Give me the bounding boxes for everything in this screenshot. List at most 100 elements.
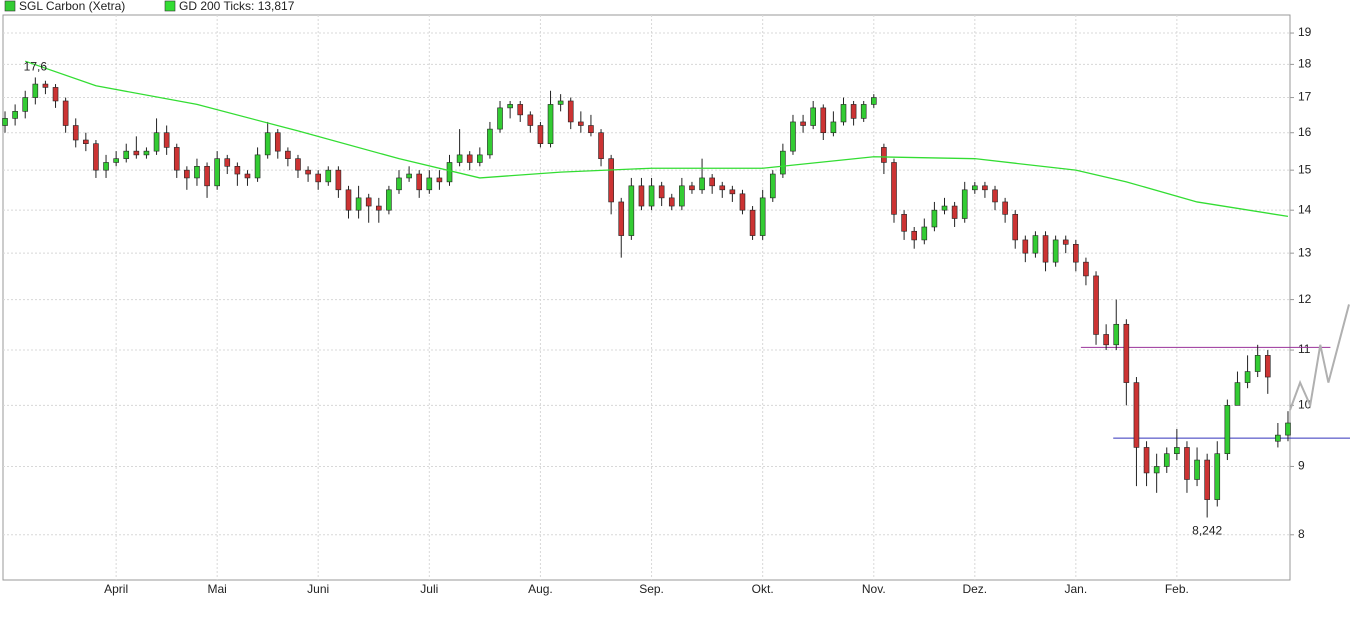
candle-body	[679, 185, 685, 207]
candle-body	[456, 154, 463, 163]
candle-body	[22, 97, 29, 112]
candle-body	[477, 154, 483, 163]
y-tick-label: 19	[1298, 25, 1312, 39]
candle-body	[567, 100, 574, 123]
candle-body	[517, 104, 524, 116]
candle-body	[416, 173, 423, 191]
candle-body	[386, 189, 392, 211]
y-tick-label: 8	[1298, 527, 1305, 541]
candle-body	[153, 132, 160, 152]
candle-body	[184, 169, 190, 179]
candle-body	[1224, 405, 1231, 455]
candle-body	[780, 150, 786, 175]
candle-body	[860, 104, 867, 119]
candle-body	[446, 162, 453, 183]
candle-body	[820, 107, 827, 134]
legend-label: GD 200 Ticks: 13,817	[179, 0, 295, 13]
candle-body	[1062, 239, 1069, 245]
x-tick-label: Feb.	[1165, 582, 1189, 596]
candle-body	[295, 158, 301, 171]
candle-body	[1032, 235, 1039, 254]
candle-body	[497, 107, 503, 130]
candle-body	[62, 100, 69, 126]
candle-body	[163, 132, 170, 148]
candle-body	[52, 87, 59, 102]
candle-body	[921, 226, 928, 241]
candle-body	[588, 125, 594, 134]
x-tick-label: Juli	[420, 582, 438, 596]
candle-body	[1083, 261, 1089, 277]
candle-body	[1042, 235, 1049, 263]
candle-body	[719, 185, 726, 191]
y-tick-label: 9	[1298, 459, 1305, 473]
candle-body	[911, 230, 918, 241]
candle-body	[396, 177, 402, 191]
candle-body	[93, 143, 99, 171]
candle-body	[537, 125, 544, 144]
candle-body	[325, 169, 332, 183]
candle-body	[1184, 447, 1190, 480]
candle-body	[881, 147, 887, 163]
x-tick-label: Juni	[307, 582, 329, 596]
candle-body	[699, 177, 705, 191]
candle-body	[285, 150, 291, 159]
candle-body	[1275, 434, 1281, 442]
candle-body	[840, 104, 847, 123]
candle-body	[1204, 459, 1210, 500]
candle-body	[214, 158, 220, 187]
y-tick-label: 12	[1298, 292, 1312, 306]
candle-body	[375, 205, 382, 211]
candle-body	[345, 189, 352, 211]
candle-body	[951, 205, 958, 219]
legend-swatch	[164, 0, 176, 12]
candle-body	[264, 132, 271, 156]
y-tick-label: 15	[1298, 162, 1312, 176]
candle-body	[204, 165, 210, 187]
y-tick-label: 17	[1298, 90, 1312, 104]
candle-body	[1002, 201, 1008, 215]
y-tick-label: 14	[1298, 202, 1312, 216]
candle-body	[800, 121, 806, 126]
candle-body	[850, 104, 857, 119]
candle-body	[42, 83, 49, 88]
candle-body	[83, 139, 89, 144]
candle-body	[1012, 214, 1019, 241]
candle-body	[618, 201, 625, 236]
candle-body	[426, 177, 433, 191]
candle-body	[1174, 447, 1180, 455]
candle-body	[608, 158, 614, 203]
candle-body	[638, 185, 645, 207]
candle-body	[1254, 355, 1261, 372]
candle-body	[224, 158, 231, 167]
candle-body	[1153, 466, 1160, 474]
candle-body	[598, 132, 604, 159]
candle-body	[274, 132, 281, 152]
candle-body	[1093, 275, 1099, 335]
legend-swatch	[4, 0, 16, 12]
candle-body	[931, 209, 938, 228]
x-tick-label: April	[104, 582, 128, 596]
candle-body	[1113, 323, 1120, 346]
candle-body	[123, 150, 130, 159]
x-tick-label: Dez.	[962, 582, 987, 596]
candle-body	[547, 104, 554, 144]
candle-body	[1052, 239, 1059, 263]
legend-label: SGL Carbon (Xetra)	[19, 0, 125, 13]
candle-body	[628, 185, 635, 236]
candle-body	[810, 107, 816, 126]
candle-body	[790, 121, 796, 152]
x-tick-label: Aug.	[528, 582, 553, 596]
plot-frame	[2, 14, 1291, 581]
candle-body	[891, 162, 897, 215]
candle-body	[982, 185, 988, 191]
candle-body	[1214, 453, 1221, 500]
candle-body	[1194, 459, 1200, 480]
candle-body	[103, 162, 109, 171]
candle-body	[830, 121, 837, 134]
candle-body	[749, 209, 756, 236]
candle-body	[355, 197, 362, 211]
candle-body	[557, 100, 564, 105]
candle-body	[527, 114, 534, 126]
candle-body	[1022, 239, 1029, 254]
